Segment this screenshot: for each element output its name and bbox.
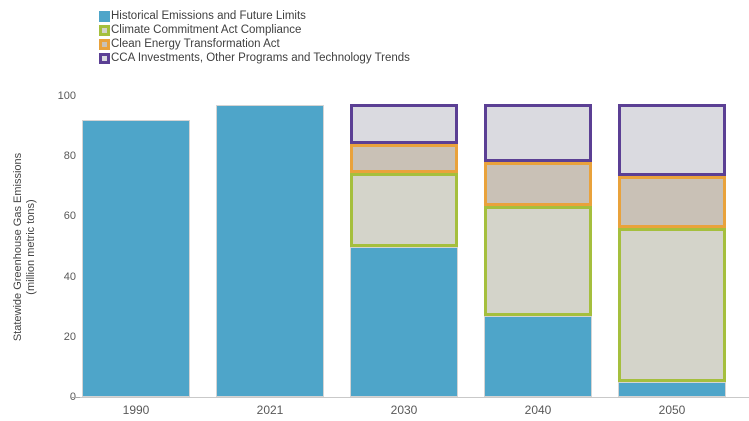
legend-item-ceta: Clean Energy Transformation Act xyxy=(99,37,410,51)
bar-segment-2030-ceta xyxy=(350,144,458,173)
x-axis-label-1990: 1990 xyxy=(122,403,150,417)
legend-item-cca_compliance: Climate Commitment Act Compliance xyxy=(99,23,410,37)
bar-segment-1990-historical xyxy=(82,120,190,397)
y-axis-title: Statewide Greenhouse Gas Emissions (mill… xyxy=(12,97,40,397)
plot-area xyxy=(80,96,746,397)
y-tick-label-80: 80 xyxy=(63,150,76,163)
y-tick-label-40: 40 xyxy=(63,270,76,283)
y-axis-zero-tick xyxy=(71,397,80,398)
x-axis-label-2030: 2030 xyxy=(390,403,418,417)
x-axis-line xyxy=(80,397,749,398)
bar-segment-2030-cca_investments xyxy=(350,103,458,145)
legend-label: Climate Commitment Act Compliance xyxy=(111,24,302,36)
bar-segment-2040-cca_investments xyxy=(484,103,592,163)
legend-label: Clean Energy Transformation Act xyxy=(111,38,280,50)
bar-segment-2050-historical xyxy=(618,381,726,397)
x-axis-label-2040: 2040 xyxy=(524,403,552,417)
bar-segment-2040-historical xyxy=(484,315,592,397)
legend-label: Historical Emissions and Future Limits xyxy=(111,10,306,22)
bar-segment-2040-ceta xyxy=(484,162,592,206)
legend-swatch-cca_compliance-icon xyxy=(99,24,110,36)
y-axis-title-line2: (million metric tons) xyxy=(25,199,37,295)
legend-item-cca_investments: CCA Investments, Other Programs and Tech… xyxy=(99,51,410,65)
legend-swatch-ceta-icon xyxy=(99,38,110,50)
legend: Historical Emissions and Future Limits Cl… xyxy=(99,9,410,65)
bar-segment-2040-cca_compliance xyxy=(484,205,592,316)
bar-segment-2021-historical xyxy=(216,105,324,397)
bar-segment-2050-cca_investments xyxy=(618,103,726,176)
y-tick-label-20: 20 xyxy=(63,330,76,343)
y-tick-label-60: 60 xyxy=(63,210,76,223)
y-tick-label-0: 0 xyxy=(0,391,76,403)
y-tick-label-100: 100 xyxy=(57,90,76,102)
bar-segment-2030-historical xyxy=(350,246,458,397)
x-axis-label-2050: 2050 xyxy=(658,403,686,417)
bar-segment-2050-cca_compliance xyxy=(618,228,726,382)
legend-swatch-cca_investments-icon xyxy=(99,52,110,64)
legend-swatch-historical-icon xyxy=(99,10,110,22)
y-axis-title-line1: Statewide Greenhouse Gas Emissions xyxy=(12,152,24,342)
legend-label: CCA Investments, Other Programs and Tech… xyxy=(111,52,410,64)
bar-segment-2050-ceta xyxy=(618,175,726,229)
x-axis-label-2021: 2021 xyxy=(256,403,284,417)
bar-segment-2030-cca_compliance xyxy=(350,172,458,247)
legend-item-historical: Historical Emissions and Future Limits xyxy=(99,9,410,23)
